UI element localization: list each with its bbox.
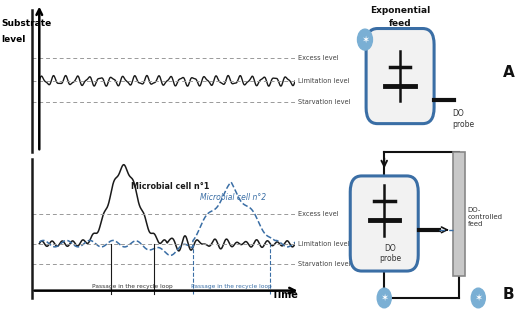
Text: ✶: ✶: [474, 293, 482, 303]
Text: level: level: [1, 35, 25, 44]
Text: Microbial cell n°2: Microbial cell n°2: [200, 193, 267, 202]
Text: Starvation level: Starvation level: [298, 99, 350, 105]
Text: DO
probe: DO probe: [379, 244, 401, 263]
FancyBboxPatch shape: [350, 176, 418, 271]
FancyBboxPatch shape: [366, 29, 434, 124]
Text: Passage in the recycle loop: Passage in the recycle loop: [92, 284, 173, 289]
Text: Time: Time: [271, 290, 298, 300]
Bar: [453, 152, 465, 276]
Text: Substrate: Substrate: [1, 20, 51, 29]
Text: ✶: ✶: [380, 293, 388, 303]
Circle shape: [471, 288, 485, 308]
Text: Passage in the recycle loop: Passage in the recycle loop: [191, 284, 271, 289]
Text: Starvation level: Starvation level: [298, 261, 350, 267]
Text: Excess level: Excess level: [298, 55, 339, 61]
Text: ✶: ✶: [361, 35, 369, 45]
Circle shape: [357, 29, 373, 50]
Text: Excess level: Excess level: [298, 211, 339, 217]
Text: Exponential: Exponential: [370, 6, 430, 15]
Text: Microbial cell n°1: Microbial cell n°1: [131, 182, 210, 191]
Text: B: B: [503, 287, 515, 302]
Circle shape: [377, 288, 391, 308]
Text: DO
probe: DO probe: [452, 109, 474, 129]
Text: Limitation level: Limitation level: [298, 241, 350, 247]
Text: DO-
controlled
feed: DO- controlled feed: [467, 207, 503, 227]
Text: A: A: [503, 65, 515, 81]
Text: feed: feed: [389, 19, 412, 28]
Text: Limitation level: Limitation level: [298, 78, 350, 84]
